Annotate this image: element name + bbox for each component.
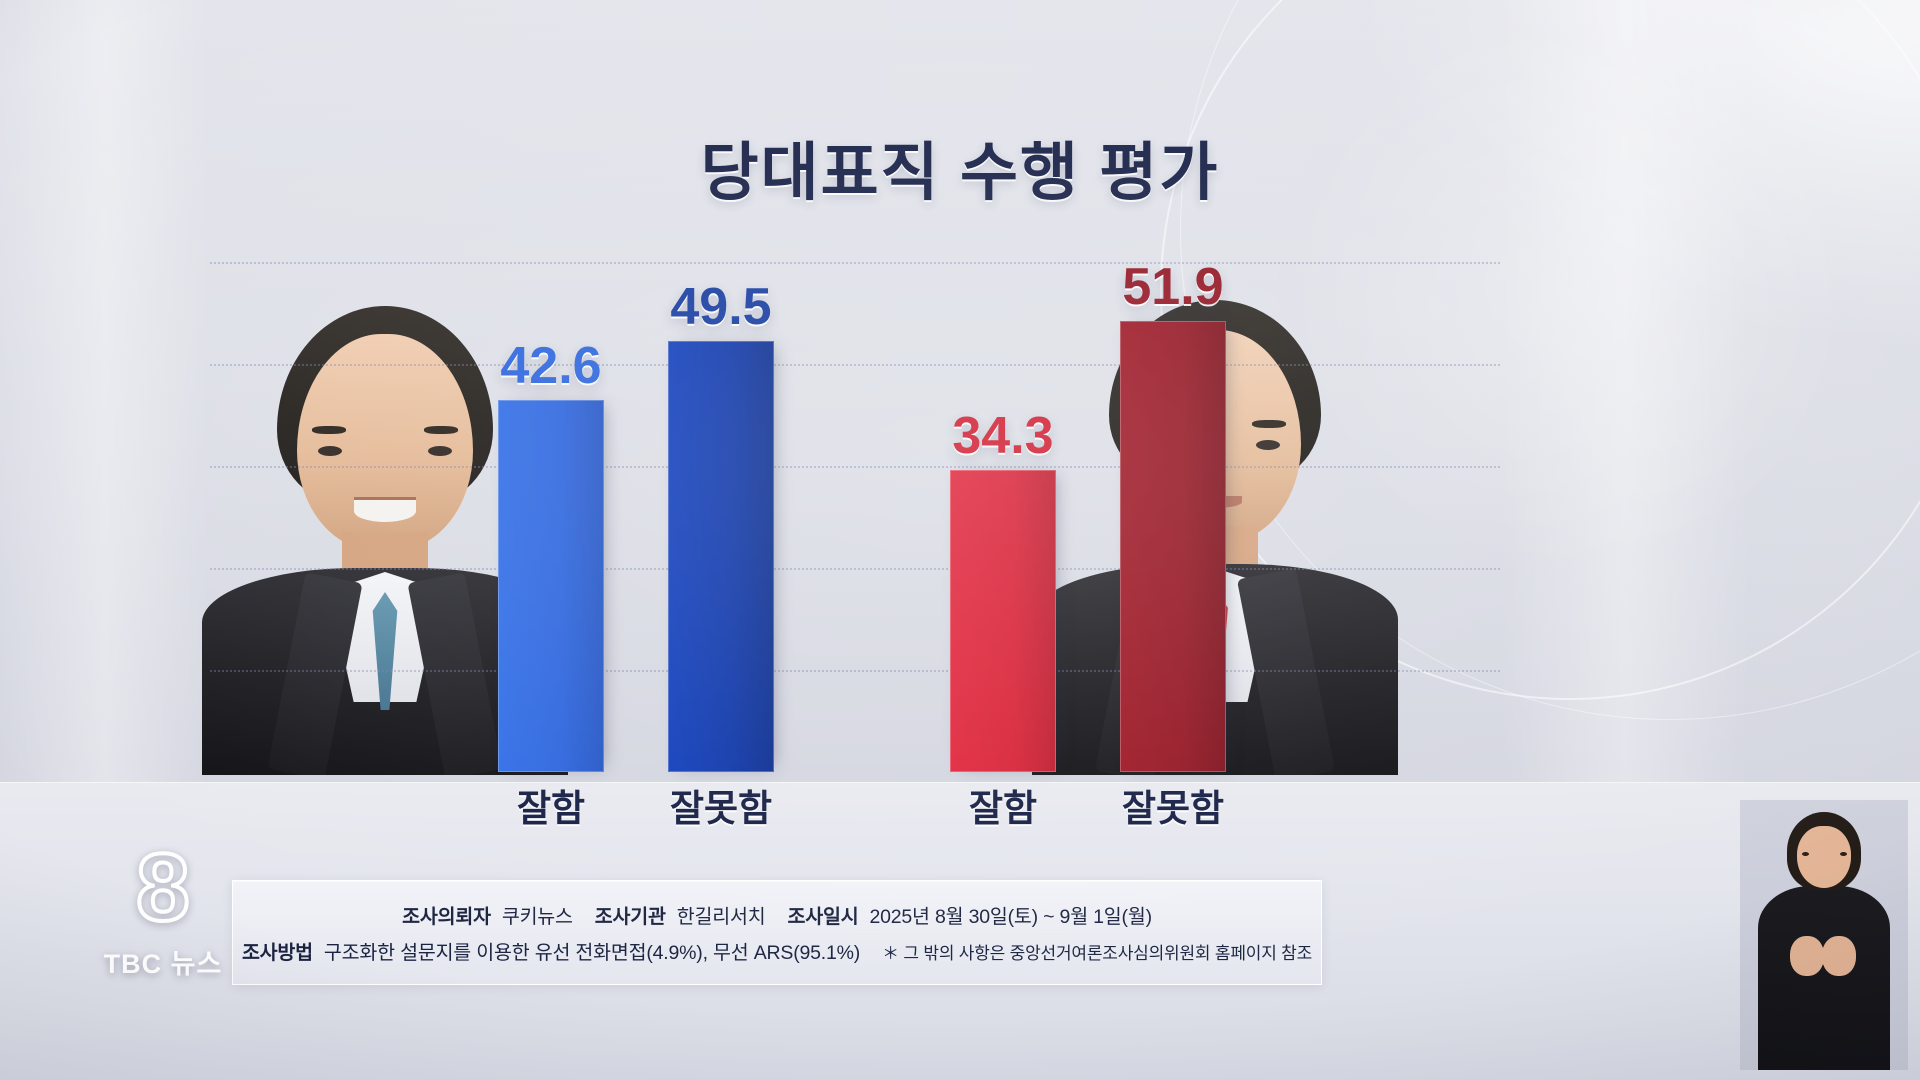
sign-language-interpreter: [1740, 800, 1908, 1070]
axis-label-3: 잘못함: [1121, 788, 1225, 829]
survey-agency-value: 한길리서치: [676, 906, 766, 928]
left-brow-l: [312, 426, 346, 434]
left-brow-r: [424, 426, 458, 434]
gridline-0: [210, 262, 1500, 264]
gridline-2: [210, 466, 1500, 468]
left-eye-r: [428, 446, 452, 456]
right-brow-r: [1252, 420, 1286, 428]
bar-slot-3: 51.9: [1120, 252, 1226, 772]
survey-client-value: 쿠키뉴스: [501, 906, 573, 928]
axis-labels: 잘함 잘못함 잘함 잘못함: [210, 778, 1500, 838]
logo-brand-text: TBC 뉴스: [103, 949, 223, 979]
survey-note: ＊ 그 밖의 사항은 중앙선거여론조사심의위원회 홈페이지 참조: [882, 944, 1313, 963]
survey-info-line-2: 조사방법 구조화한 설문지를 이용한 유선 전화면접(4.9%), 무선 ARS(…: [242, 936, 1312, 965]
signer-face: [1797, 826, 1851, 888]
bar-value-0: 42.6: [500, 336, 602, 395]
axis-label-1: 잘못함: [669, 788, 773, 829]
signer-eye-r: [1840, 852, 1847, 856]
survey-method-key: 조사방법: [241, 942, 313, 964]
bar-slot-1: 49.5: [668, 252, 774, 772]
bar-slot-0: 42.6: [498, 252, 604, 772]
bars-layer: 42.6 49.5 34.3 51.9: [210, 252, 1500, 772]
gridline-1: [210, 364, 1500, 366]
signer-body: [1758, 886, 1890, 1070]
survey-client-key: 조사의뢰자: [402, 906, 491, 928]
gridline-4: [210, 670, 1500, 672]
candidate-photo-left: [200, 300, 570, 775]
survey-date-key: 조사일시: [787, 906, 859, 928]
bar-value-1: 49.5: [670, 278, 772, 337]
left-eye-l: [318, 446, 342, 456]
survey-info-line-1: 조사의뢰자 쿠키뉴스 조사기관 한길리서치 조사일시 2025년 8월 30일(토) ~ …: [402, 900, 1152, 929]
logo-eight-mark: 8: [134, 834, 191, 941]
bar-rect-1: [668, 341, 774, 772]
bar-rect-0: [498, 399, 604, 772]
survey-date-value: 2025년 8월 30일(토) ~ 9월 1일(월): [869, 906, 1152, 928]
survey-agency-key: 조사기관: [594, 906, 666, 928]
bar-rect-3: [1120, 320, 1226, 772]
right-eye-r: [1256, 440, 1280, 450]
survey-info-box: 조사의뢰자 쿠키뉴스 조사기관 한길리서치 조사일시 2025년 8월 30일(토) ~ …: [232, 880, 1322, 985]
poll-bar-chart: 42.6 49.5 34.3 51.9: [210, 252, 1500, 772]
bar-value-3: 51.9: [1122, 257, 1224, 316]
channel-logo: 8 TBC 뉴스: [78, 834, 248, 1030]
signer-hand-l: [1790, 936, 1824, 976]
left-mouth: [354, 500, 416, 522]
bar-rect-2: [950, 470, 1056, 772]
signer-hand-r: [1822, 936, 1856, 976]
survey-method-value: 구조화한 설문지를 이용한 유선 전화면접(4.9%), 무선 ARS(95.1…: [323, 942, 861, 964]
axis-label-0: 잘함: [516, 788, 586, 829]
page-title: 당대표직 수행 평가: [700, 138, 1220, 208]
bar-slot-2: 34.3: [950, 252, 1056, 772]
axis-label-2: 잘함: [968, 788, 1038, 829]
bar-value-2: 34.3: [952, 407, 1054, 466]
signer-eye-l: [1802, 852, 1809, 856]
gridline-3: [210, 568, 1500, 570]
